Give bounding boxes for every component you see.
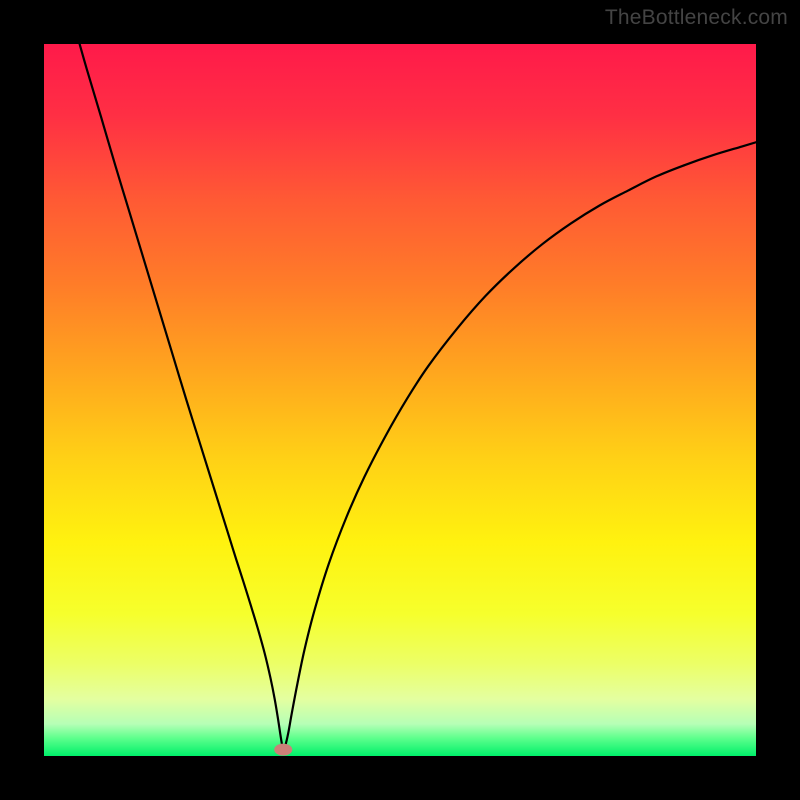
optimal-point-marker — [274, 744, 292, 756]
plot-area — [44, 44, 756, 756]
watermark-text: TheBottleneck.com — [605, 6, 788, 30]
plot-svg — [44, 44, 756, 756]
gradient-background — [44, 44, 756, 756]
plot-outer-frame — [30, 30, 770, 770]
chart-container: TheBottleneck.com — [0, 0, 800, 800]
